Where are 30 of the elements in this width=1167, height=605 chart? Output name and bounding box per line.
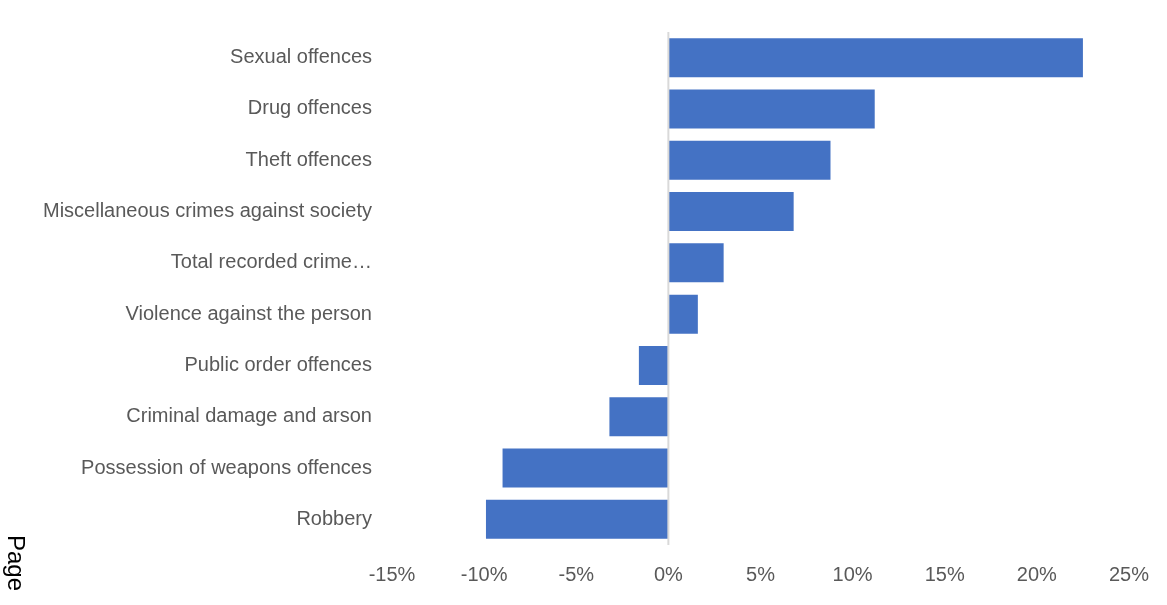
bar bbox=[668, 294, 698, 334]
y-tick-label: Drug offences bbox=[247, 96, 372, 119]
bar bbox=[502, 448, 669, 488]
bar bbox=[668, 140, 831, 180]
x-tick-label: -5% bbox=[558, 562, 595, 585]
x-tick-label: 0% bbox=[653, 562, 684, 585]
y-tick-label: Sexual offences bbox=[230, 45, 372, 68]
x-tick-label: -10% bbox=[460, 562, 508, 585]
x-tick-label: 15% bbox=[924, 562, 965, 585]
x-tick-label: 20% bbox=[1016, 562, 1058, 585]
y-tick-label: Theft offences bbox=[245, 147, 372, 170]
y-tick-label: Possession of weapons offences bbox=[81, 455, 372, 478]
bar bbox=[668, 38, 1083, 78]
bar bbox=[485, 499, 669, 539]
y-tick-label: Total recorded crime… bbox=[170, 250, 372, 273]
y-tick-label: Robbery bbox=[296, 506, 372, 529]
text: Page bbox=[2, 535, 30, 592]
y-tick-label: Miscellaneous crimes against society bbox=[42, 199, 372, 222]
bar bbox=[668, 243, 724, 283]
y-tick-label: Criminal damage and arson bbox=[126, 404, 372, 427]
y-tick-label: Violence against the person bbox=[125, 301, 372, 324]
bar bbox=[668, 192, 794, 232]
bar bbox=[668, 89, 875, 129]
bar bbox=[638, 345, 669, 385]
x-tick-label: 25% bbox=[1108, 562, 1150, 585]
x-tick-label: 10% bbox=[832, 562, 873, 585]
x-tick-label: 5% bbox=[746, 562, 776, 585]
y-tick-label: Public order offences bbox=[184, 352, 372, 375]
bar bbox=[609, 397, 669, 437]
x-tick-label: -15% bbox=[368, 562, 416, 585]
